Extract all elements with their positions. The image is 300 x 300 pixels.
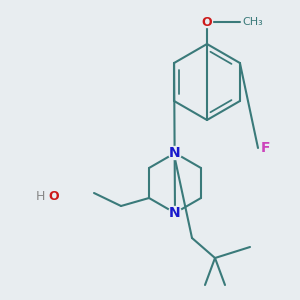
Text: N: N (169, 146, 181, 160)
Text: H: H (36, 190, 45, 202)
Text: CH₃: CH₃ (242, 17, 263, 27)
Circle shape (202, 16, 212, 28)
Text: N: N (169, 206, 181, 220)
Text: O: O (202, 16, 212, 28)
Text: F: F (261, 141, 271, 155)
Circle shape (169, 146, 182, 160)
Circle shape (169, 206, 182, 220)
Text: O: O (48, 190, 58, 202)
